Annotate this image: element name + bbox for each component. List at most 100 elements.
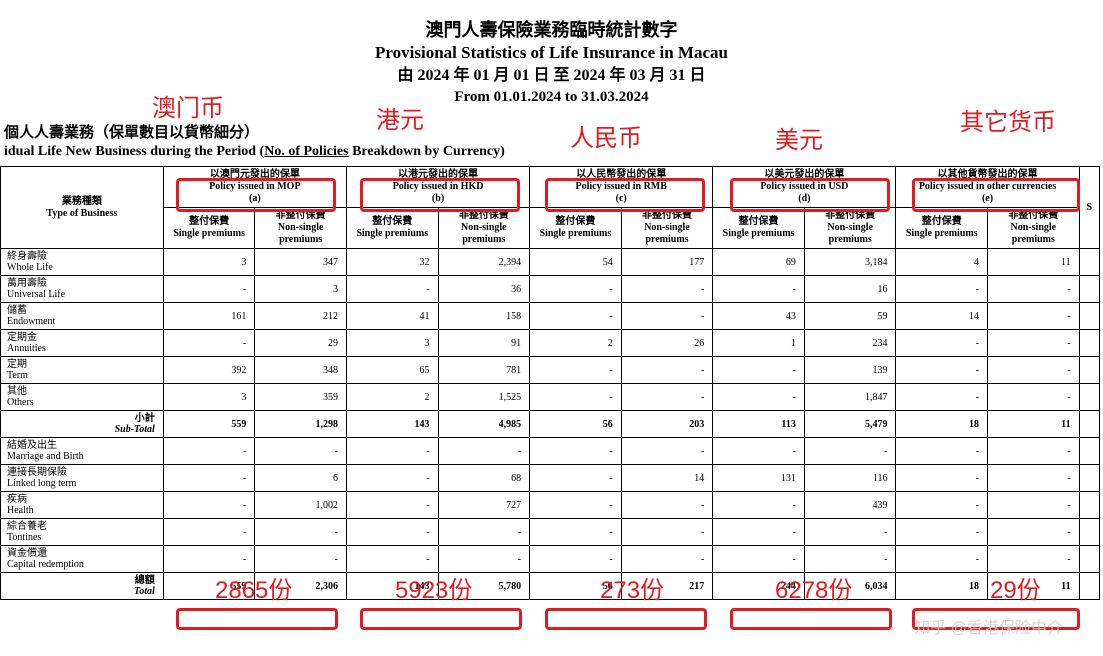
cell: -: [621, 357, 713, 384]
cell: 36: [438, 276, 530, 303]
cell: -: [713, 438, 805, 465]
anno-box: [912, 608, 1080, 630]
cell-edge: [1079, 573, 1099, 600]
cell: -: [346, 519, 438, 546]
cell: -: [163, 546, 255, 573]
row-label: 其他Others: [1, 384, 164, 411]
cell: 2,394: [438, 249, 530, 276]
cell: -: [988, 357, 1080, 384]
cell: 161: [163, 303, 255, 330]
cell: -: [621, 276, 713, 303]
cell: 1: [713, 330, 805, 357]
cell: 69: [713, 249, 805, 276]
th-type: 業務種類 Type of Business: [1, 167, 164, 249]
th-nonsingle: 非整付保費Non-single premiums: [804, 208, 896, 249]
cell: -: [988, 330, 1080, 357]
cell: 439: [804, 492, 896, 519]
page: 澳門人壽保險業務臨時統計數字 Provisional Statistics of…: [0, 0, 1103, 656]
cell: -: [621, 546, 713, 573]
cell: 11: [988, 573, 1080, 600]
table-row: 儲蓄Endowment16121241158--435914-: [1, 303, 1100, 330]
th-edge: S: [1079, 167, 1099, 249]
cell: 203: [621, 411, 713, 438]
th-single: 整付保費Single premiums: [346, 208, 438, 249]
table-row: 總額Total5592,3061435,780562172446,0341811: [1, 573, 1100, 600]
cell: 559: [163, 411, 255, 438]
cell: 29: [255, 330, 347, 357]
cell: 348: [255, 357, 347, 384]
cell: 139: [804, 357, 896, 384]
cell: 59: [804, 303, 896, 330]
title-cn: 澳門人壽保險業務臨時統計數字: [0, 18, 1103, 42]
cell: 1,002: [255, 492, 347, 519]
cell-edge: [1079, 276, 1099, 303]
cell: 3,184: [804, 249, 896, 276]
row-label: 儲蓄Endowment: [1, 303, 164, 330]
cell: -: [621, 303, 713, 330]
cell: 212: [255, 303, 347, 330]
date-en: From 01.01.2024 to 31.03.2024: [0, 87, 1103, 107]
cell: -: [713, 384, 805, 411]
cell: -: [530, 438, 622, 465]
cell: -: [713, 519, 805, 546]
cell-edge: [1079, 546, 1099, 573]
section-en-post: Breakdown by Currency): [349, 144, 505, 159]
cell: -: [346, 492, 438, 519]
cell-edge: [1079, 519, 1099, 546]
cell: 359: [255, 384, 347, 411]
cell: 43: [713, 303, 805, 330]
anno-box: [730, 608, 892, 630]
cell: -: [530, 384, 622, 411]
row-label: 定期Term: [1, 357, 164, 384]
table-row: 資金償還Capital redemption----------: [1, 546, 1100, 573]
cell: -: [163, 465, 255, 492]
cell: 6,034: [804, 573, 896, 600]
cell: -: [896, 384, 988, 411]
cell: 3: [163, 384, 255, 411]
cell: 1,298: [255, 411, 347, 438]
date-cn: 由 2024 年 01 月 01 日 至 2024 年 03 月 31 日: [0, 65, 1103, 87]
cell: -: [530, 519, 622, 546]
cell: -: [621, 384, 713, 411]
cell: 32: [346, 249, 438, 276]
row-label: 綜合養老Tontines: [1, 519, 164, 546]
th-nonsingle: 非整付保費Non-single premiums: [255, 208, 347, 249]
cell: 5,479: [804, 411, 896, 438]
row-label: 終身壽險Whole Life: [1, 249, 164, 276]
anno-box: [545, 608, 707, 630]
cell-edge: [1079, 384, 1099, 411]
cell: -: [896, 465, 988, 492]
th-single: 整付保費Single premiums: [163, 208, 255, 249]
cell: 131: [713, 465, 805, 492]
cell: -: [988, 519, 1080, 546]
cell: -: [713, 276, 805, 303]
cell: 14: [896, 303, 988, 330]
cell: 3: [255, 276, 347, 303]
table-row: 終身壽險Whole Life3347322,39454177693,184411: [1, 249, 1100, 276]
cell: 158: [438, 303, 530, 330]
cell: -: [346, 546, 438, 573]
cell: 234: [804, 330, 896, 357]
cell-edge: [1079, 492, 1099, 519]
cell: 4: [896, 249, 988, 276]
cell: -: [621, 438, 713, 465]
cell: 781: [438, 357, 530, 384]
cell: 2: [530, 330, 622, 357]
cell: 41: [346, 303, 438, 330]
cell: -: [438, 519, 530, 546]
th-nonsingle: 非整付保費Non-single premiums: [621, 208, 713, 249]
row-label: 定期金Annuities: [1, 330, 164, 357]
th-single: 整付保費Single premiums: [713, 208, 805, 249]
table-row: 其他Others335921,525---1,847--: [1, 384, 1100, 411]
cell: -: [804, 519, 896, 546]
cell: 143: [346, 411, 438, 438]
cell: -: [896, 357, 988, 384]
section-en-pre: idual Life New Business during the Perio…: [4, 144, 264, 159]
cell: -: [438, 546, 530, 573]
section-title-cn: 個人人壽業務（保單數目以貨幣細分）: [4, 121, 1103, 142]
data-table: 業務種類 Type of Business 以澳門元發出的保單 Policy i…: [0, 166, 1100, 600]
cell: 3: [163, 249, 255, 276]
th-oth: 以其他貨幣發出的保單 Policy issued in other curren…: [896, 167, 1079, 208]
cell: -: [163, 519, 255, 546]
cell: -: [255, 519, 347, 546]
